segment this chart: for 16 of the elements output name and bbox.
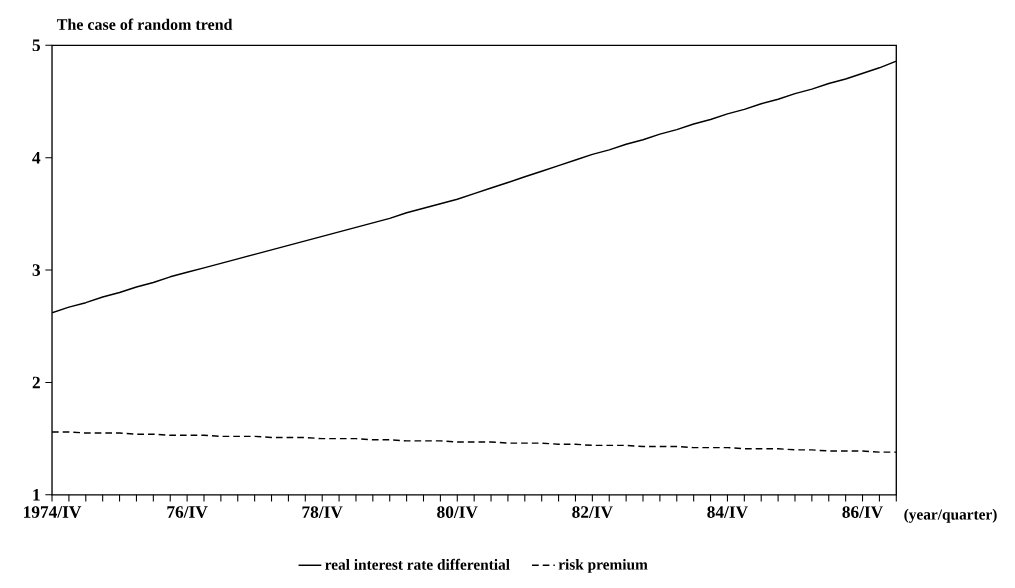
x-tick-label: 1974/IV	[24, 506, 82, 518]
x-tick-label: 84/IV	[707, 506, 748, 518]
x-tick-label: 80/IV	[437, 506, 478, 518]
y-tick-label: 4	[32, 151, 41, 164]
x-tick-label: 82/IV	[572, 506, 613, 518]
y-tick-label: 5	[32, 39, 40, 52]
chart-title: The case of random trend	[56, 18, 233, 30]
y-tick-label: 1	[33, 489, 40, 501]
legend-label: real interest rate differential	[325, 558, 510, 570]
y-tick-label: 3	[32, 264, 41, 276]
x-tick-label: 86/IV	[842, 506, 884, 518]
x-tick-label: 78/IV	[302, 506, 343, 518]
legend-label: risk premium	[558, 558, 648, 573]
x-tick-label: 76/IV	[167, 506, 208, 518]
x-axis-title: (year/quarter)	[904, 508, 997, 523]
y-tick-label: 2	[32, 376, 40, 389]
